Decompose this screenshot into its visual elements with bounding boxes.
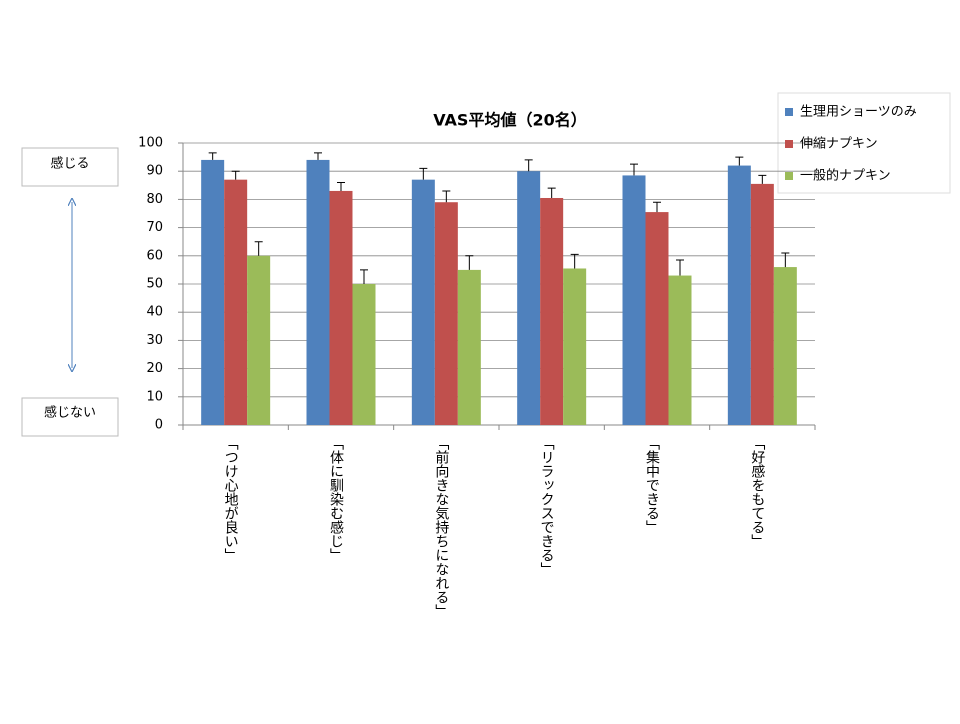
bar [224,179,248,425]
y-tick-label: 30 [146,333,163,348]
bar [540,197,564,425]
error-bar [314,152,322,160]
x-tick-label: 「リラックスできる」 [539,436,555,576]
x-tick-label: 「好感をもてる」 [749,436,765,548]
legend-swatch [785,172,793,180]
bar [668,275,692,425]
error-bar [465,255,474,270]
y-tick-label: 10 [146,389,163,404]
bar [352,284,376,425]
legend-swatch [785,108,793,116]
error-bar [653,201,661,213]
bar [247,255,271,425]
bar [727,165,751,425]
bar [750,183,774,425]
x-tick-label: 「集中できる」 [644,436,660,534]
error-bar [735,156,744,166]
error-bar [758,174,767,184]
y-tick-label: 20 [146,361,163,376]
bar [563,268,587,425]
bar [329,190,353,425]
x-tick-label: 「つけ心地が良い」 [223,436,239,562]
error-bar [781,252,790,268]
annotation: 感じる [50,156,89,172]
y-tick-label: 0 [155,418,163,433]
bar [773,267,797,425]
y-tick-label: 40 [146,305,163,320]
legend-label: 一般的ナプキン [800,168,891,184]
error-bar [231,170,240,180]
error-bar [419,167,428,180]
y-tick-label: 50 [146,277,163,292]
bar [517,171,541,425]
error-bar [570,253,579,269]
error-bar [254,241,263,256]
bar [306,159,330,426]
y-tick-label: 70 [146,220,163,235]
error-bar [360,269,368,284]
chart-title: VAS平均値（20名） [433,111,586,130]
legend-label: 生理用ショーツのみ [800,105,917,120]
bar [645,212,669,425]
annotation-box [21,397,119,437]
error-bar [547,187,556,198]
error-bar [337,181,345,191]
annotation-box [21,147,119,187]
y-tick-label: 90 [146,164,163,179]
bar [434,202,458,425]
x-tick-label: 「体に馴染む感じ」 [328,436,344,562]
y-tick-label: 60 [146,248,163,263]
legend-label: 伸縮ナプキン [800,136,878,152]
bar [622,175,646,425]
error-bar [442,190,451,203]
error-bar [676,259,684,276]
error-bar [208,152,217,160]
bar [411,179,435,425]
bar [201,159,225,426]
error-bar [630,163,638,176]
x-tick-label: 「前向きな気持ちになれる」 [433,436,449,618]
legend-swatch [785,140,793,148]
annotation: 感じない [44,405,96,421]
y-tick-label: 100 [138,136,163,151]
bar [457,269,481,425]
error-bar [524,159,533,172]
y-tick-label: 80 [146,192,163,207]
